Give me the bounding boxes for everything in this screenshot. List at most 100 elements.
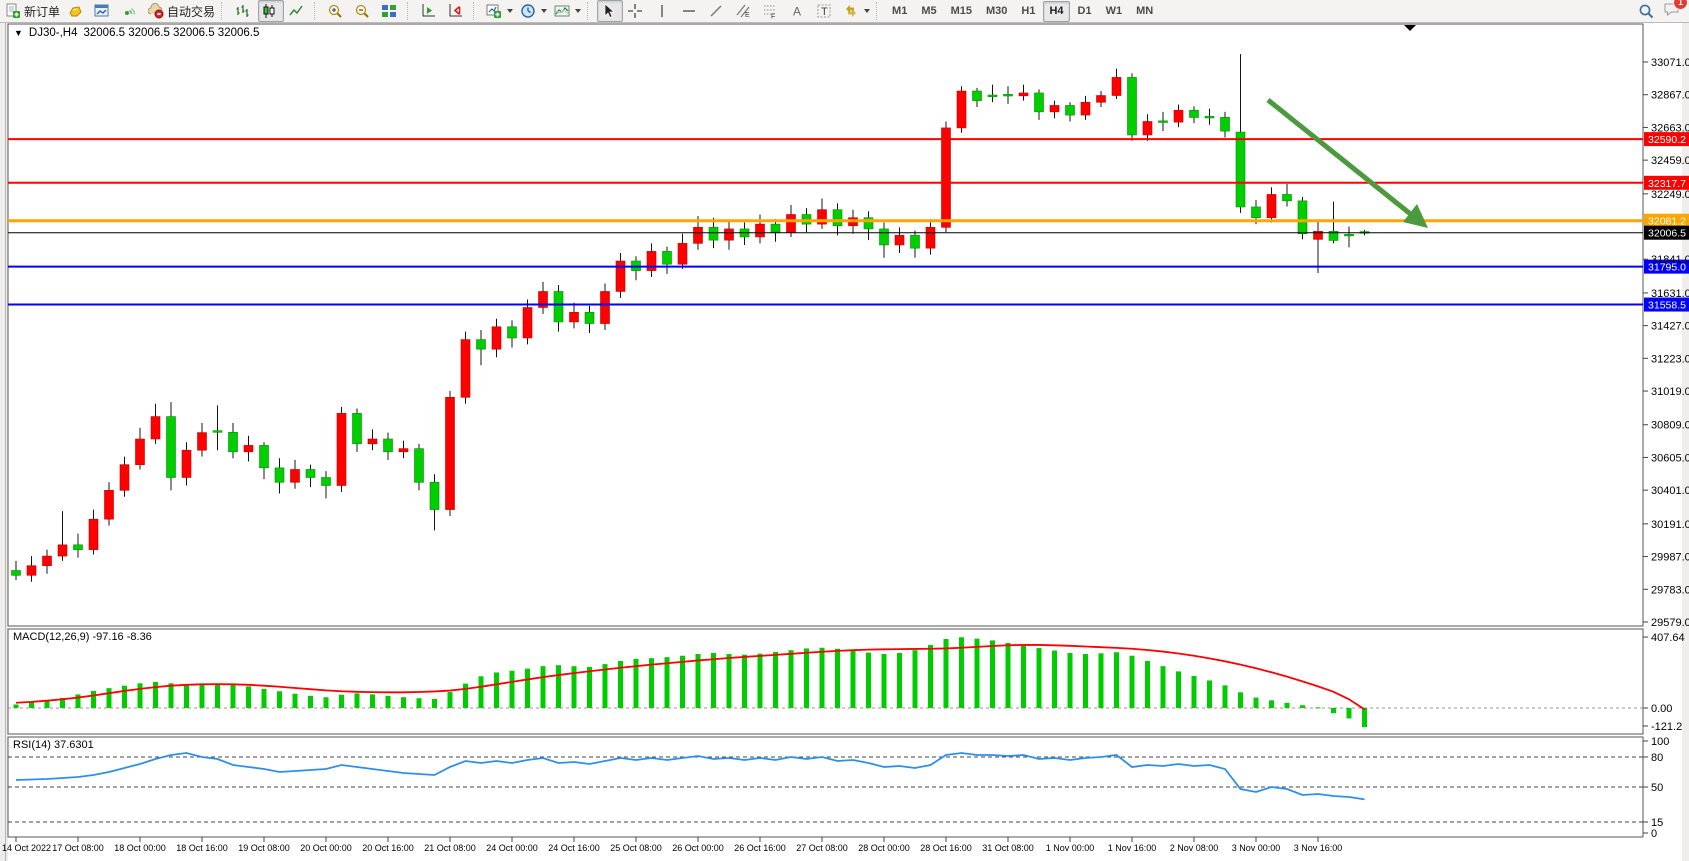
candle-body bbox=[57, 544, 68, 557]
svg-text:T: T bbox=[821, 6, 828, 18]
macd-histogram-bar bbox=[230, 684, 236, 708]
hline-price-tag-label: 32317.7 bbox=[1648, 178, 1686, 190]
new-order-label: 新订单 bbox=[24, 4, 61, 19]
hline-price-tag-label: 31558.5 bbox=[1648, 300, 1686, 312]
macd-histogram-bar bbox=[680, 655, 685, 708]
time-tick-label: 2 Nov 08:00 bbox=[1170, 843, 1219, 853]
candle-body bbox=[336, 413, 347, 486]
profiles-button[interactable] bbox=[517, 0, 550, 22]
candle-body bbox=[1018, 92, 1029, 97]
time-tick-label: 18 Oct 16:00 bbox=[176, 843, 228, 853]
zoom-out-button[interactable] bbox=[351, 0, 377, 22]
candle-body bbox=[73, 544, 83, 550]
tile-windows-button[interactable] bbox=[378, 0, 404, 22]
arrows-tool-button[interactable] bbox=[840, 0, 873, 22]
candle-body bbox=[662, 251, 672, 265]
auto-scroll-button[interactable] bbox=[444, 0, 470, 22]
signals-button[interactable] bbox=[118, 0, 144, 22]
hline-price-tag bbox=[1644, 259, 1689, 274]
timeframe-button-h1[interactable]: H1 bbox=[1021, 5, 1036, 17]
macd-histogram-bar bbox=[788, 650, 794, 708]
horizontal-line-icon bbox=[683, 10, 696, 12]
auto-trading-label: 自动交易 bbox=[167, 4, 216, 19]
macd-histogram-bar bbox=[1315, 707, 1321, 709]
candle-body bbox=[460, 339, 471, 398]
candle-body bbox=[1049, 105, 1060, 113]
chart-collapse-arrow-icon[interactable]: ▼ bbox=[14, 28, 23, 38]
text-tool-button[interactable]: A bbox=[786, 0, 812, 22]
macd-histogram-bar bbox=[323, 697, 329, 708]
candle-body bbox=[212, 430, 223, 433]
macd-histogram-bar bbox=[1191, 675, 1197, 708]
crosshair-tool-button[interactable] bbox=[624, 0, 650, 22]
macd-histogram-bar bbox=[354, 693, 360, 708]
macd-signal-line bbox=[15, 644, 1365, 711]
timeframe-button-d1[interactable]: D1 bbox=[1077, 5, 1092, 17]
deposit-button[interactable] bbox=[64, 0, 90, 22]
macd-pane[interactable] bbox=[7, 628, 1644, 735]
main-pane[interactable] bbox=[7, 23, 1644, 627]
timeframe-toolbar: M1 M5 M15 M30 H1 H4 D1 W1 MN bbox=[886, 0, 1159, 22]
trendline-tool-button[interactable] bbox=[705, 0, 731, 22]
macd-histogram-bar bbox=[1269, 700, 1274, 708]
macd-histogram-bar bbox=[959, 637, 964, 708]
macd-histogram-bar bbox=[416, 698, 422, 708]
timeframe-button-m15[interactable]: M15 bbox=[950, 5, 972, 17]
macd-histogram-bar bbox=[1176, 671, 1181, 708]
chart-shift-button[interactable] bbox=[417, 0, 443, 22]
candle-body bbox=[1003, 94, 1013, 97]
fibonacci-tool-button[interactable]: F bbox=[759, 0, 785, 22]
candle-body bbox=[1173, 109, 1184, 123]
macd-histogram-bar bbox=[447, 691, 453, 708]
toolbar-separator bbox=[876, 2, 883, 20]
trend-arrow-line[interactable] bbox=[1266, 98, 1415, 218]
timeframe-button-m30[interactable]: M30 bbox=[986, 5, 1008, 17]
price-tick-label: 30191.0 bbox=[1651, 519, 1689, 531]
line-chart-button[interactable] bbox=[285, 0, 311, 22]
dropdown-caret-icon bbox=[864, 9, 871, 13]
candle-body bbox=[1034, 92, 1044, 113]
macd-histogram-bar bbox=[1021, 645, 1026, 708]
rsi-axis-label: 0 bbox=[1651, 828, 1657, 840]
cursor-tool-button[interactable] bbox=[597, 0, 624, 22]
new-chart-button[interactable] bbox=[483, 0, 516, 22]
timeframe-button-m1[interactable]: M1 bbox=[892, 5, 908, 17]
timeframe-button-w1[interactable]: W1 bbox=[1105, 5, 1123, 17]
new-order-button[interactable]: 新订单 bbox=[2, 0, 63, 22]
zoom-in-button[interactable] bbox=[324, 0, 350, 22]
bar-chart-button[interactable] bbox=[231, 0, 257, 22]
time-tick-label: 31 Oct 08:00 bbox=[982, 843, 1034, 853]
time-tick-label: 21 Oct 08:00 bbox=[424, 843, 476, 853]
timeframe-button-m5[interactable]: M5 bbox=[921, 5, 937, 17]
text-label-tool-button[interactable]: T bbox=[813, 0, 839, 22]
macd-histogram-bar bbox=[1005, 642, 1011, 708]
price-tick-label: 31223.0 bbox=[1651, 353, 1689, 365]
hline-price-tag-label: 32081.2 bbox=[1648, 216, 1686, 228]
rsi-line bbox=[15, 752, 1365, 801]
notifications-button[interactable]: 1 bbox=[1663, 0, 1688, 22]
macd-histogram-bar bbox=[602, 664, 608, 708]
macd-histogram-bar bbox=[1331, 708, 1336, 714]
macd-histogram-bar bbox=[184, 685, 189, 708]
candlestick-chart-button[interactable] bbox=[258, 0, 285, 22]
candle-body bbox=[228, 431, 238, 453]
candle-body bbox=[352, 413, 362, 445]
chart-window-button[interactable] bbox=[91, 0, 117, 22]
macd-histogram-bar bbox=[881, 653, 887, 708]
auto-trading-button[interactable]: 自动交易 bbox=[145, 0, 218, 22]
annotation-arrow-layer[interactable] bbox=[1266, 98, 1428, 228]
vertical-line-tool-button[interactable] bbox=[651, 0, 677, 22]
search-icon[interactable] bbox=[1638, 3, 1655, 20]
horizontal-line-tool-button[interactable] bbox=[678, 0, 704, 22]
macd-histogram-bar bbox=[1067, 652, 1073, 708]
rsi-axis-label: 50 bbox=[1651, 782, 1663, 794]
timeframe-button-mn[interactable]: MN bbox=[1136, 5, 1154, 17]
timeframe-button-h4[interactable]: H4 bbox=[1043, 0, 1070, 22]
templates-button[interactable] bbox=[551, 0, 584, 22]
price-axis: 33071.0 32867.0 32663.0 32459.0 32249.0 31841… bbox=[1643, 57, 1689, 840]
channel-tool-button[interactable]: E bbox=[732, 0, 758, 22]
time-tick-label: 28 Oct 00:00 bbox=[858, 843, 910, 853]
notification-badge: 1 bbox=[1673, 0, 1688, 10]
candle-body bbox=[1080, 101, 1091, 116]
